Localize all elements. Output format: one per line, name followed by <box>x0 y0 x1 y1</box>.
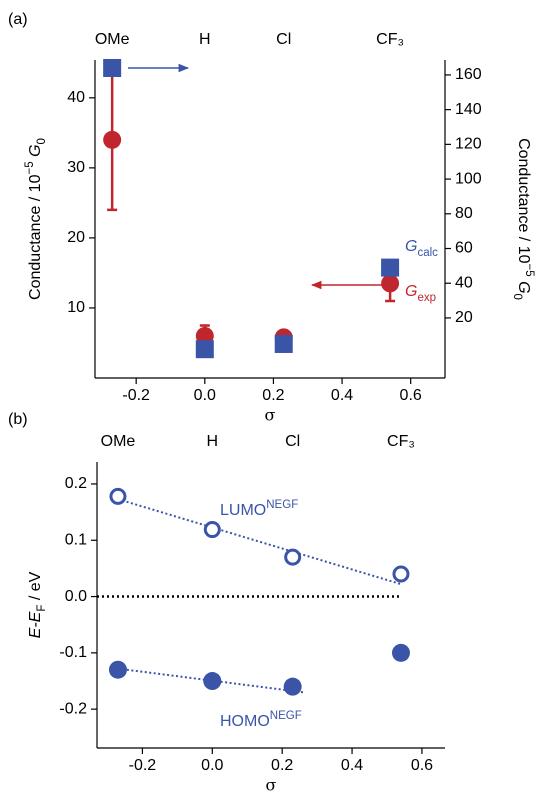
x-tick-label: -0.2 <box>129 757 157 774</box>
series-label-part: NEGF <box>270 710 302 722</box>
y-axis-title-part: / eV <box>27 571 44 604</box>
x-axis-title: σ <box>265 406 276 425</box>
data-point <box>274 334 293 353</box>
y-axis-title: E-EF / eV <box>27 571 48 638</box>
y-tick-label: -0.1 <box>59 644 87 661</box>
data-point <box>203 672 222 691</box>
substituent-label: Cl <box>276 31 291 48</box>
x-tick-label: 0.4 <box>341 757 363 774</box>
y-axis-title-part: Conductance / 10 <box>27 174 44 300</box>
data-point <box>203 521 221 539</box>
panel-label: (b) <box>8 411 28 428</box>
y2-tick-label: 140 <box>455 101 482 118</box>
x-tick-label: 0.4 <box>331 387 353 404</box>
y-axis-title-part: E-E <box>27 611 44 638</box>
data-point <box>283 677 302 696</box>
substituent-label: OMe <box>95 31 130 48</box>
series-label: LUMONEGF <box>220 499 298 519</box>
substituent-label: Cl <box>285 433 300 450</box>
data-point <box>103 58 122 77</box>
y-axis-title-part: F <box>36 605 48 612</box>
y2-tick-label: 120 <box>455 136 482 153</box>
data-point <box>381 274 400 293</box>
series-label-part: NEGF <box>266 499 298 511</box>
x-tick-label: 0.0 <box>201 757 223 774</box>
y-tick-label: 20 <box>67 229 85 246</box>
y-tick-label: 0.2 <box>65 475 87 492</box>
y2-tick-label: 100 <box>455 170 482 187</box>
panel-label: (a) <box>8 11 28 28</box>
series-label-part: G <box>405 283 417 300</box>
substituent-label: OMe <box>101 433 136 450</box>
x-tick-label: 0.6 <box>400 387 422 404</box>
series-label-part: exp <box>417 292 436 304</box>
y2-axis-title-part: 0 <box>511 294 523 300</box>
substituent-label: CF₃ <box>376 31 404 48</box>
y2-axis-title-part: Conductance / 10 <box>515 138 532 264</box>
x-tick-label: 0.6 <box>411 757 433 774</box>
y-tick-label: 0.1 <box>65 531 87 548</box>
y2-tick-label: 40 <box>455 274 473 291</box>
x-tick-label: 0.0 <box>194 387 216 404</box>
series-label-part: calc <box>417 247 438 259</box>
y2-tick-label: 80 <box>455 205 473 222</box>
y-tick-label: 10 <box>67 299 85 316</box>
series-label: Gcalc <box>405 238 438 259</box>
x-tick-label: 0.2 <box>262 387 284 404</box>
y-axis-title-part: −5 <box>24 161 36 174</box>
y2-tick-label: 20 <box>455 309 473 326</box>
y2-axis-title-part: G <box>515 281 532 293</box>
data-point <box>284 548 302 566</box>
y-tick-label: 30 <box>67 159 85 176</box>
data-point <box>381 258 400 277</box>
x-axis-title: σ <box>266 776 277 795</box>
y2-tick-label: 160 <box>455 66 482 83</box>
data-point <box>391 643 410 662</box>
substituent-label: CF₃ <box>387 433 415 450</box>
series-label: Gexp <box>405 283 436 304</box>
data-point <box>103 130 122 149</box>
series-label: HOMONEGF <box>220 710 302 730</box>
y-tick-label: 40 <box>67 89 85 106</box>
series-label-part: G <box>405 238 417 255</box>
y2-axis-title-part: −5 <box>523 263 535 276</box>
y-axis-title: Conductance / 10−5 G0 <box>24 138 48 300</box>
y2-axis-title: Conductance / 10−5 G0 <box>511 138 535 300</box>
data-point <box>109 487 127 505</box>
substituent-label: H <box>199 31 211 48</box>
y-tick-label: -0.2 <box>59 700 87 717</box>
x-tick-label: 0.2 <box>271 757 293 774</box>
data-point <box>108 660 127 679</box>
y-axis-title-part: G <box>27 144 44 156</box>
y-tick-label: 0.0 <box>65 588 87 605</box>
substituent-label: H <box>207 433 219 450</box>
data-point <box>195 340 214 359</box>
y2-tick-label: 60 <box>455 240 473 257</box>
series-label-part: LUMO <box>220 502 266 519</box>
series-label-part: HOMO <box>220 713 270 730</box>
x-tick-label: -0.2 <box>122 387 150 404</box>
data-point <box>392 565 410 583</box>
y-axis-title-part: 0 <box>36 138 48 144</box>
